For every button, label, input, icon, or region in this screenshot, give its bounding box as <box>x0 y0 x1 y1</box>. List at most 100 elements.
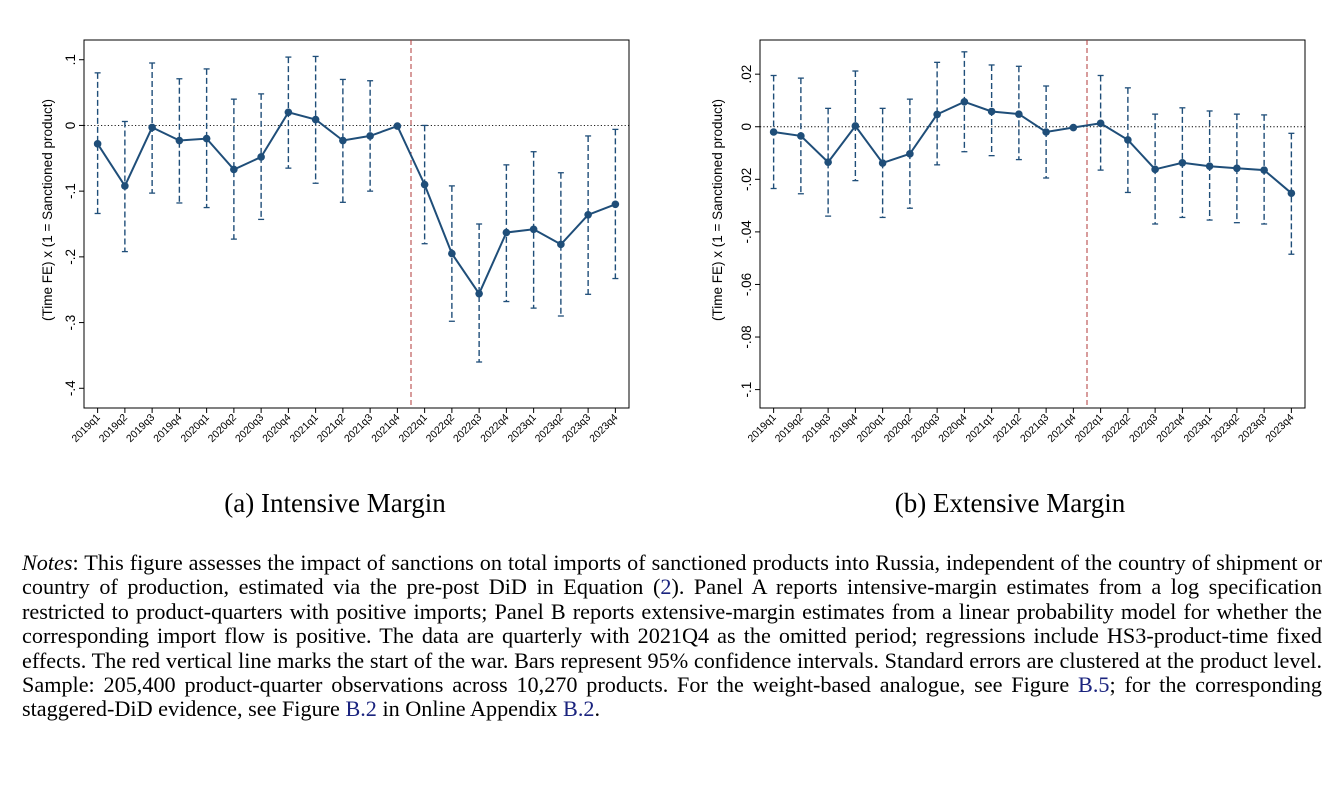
estimate-point <box>1151 165 1159 174</box>
x-tick-label: 2021q1 <box>287 412 320 445</box>
estimate-point <box>175 136 184 145</box>
plot-frame <box>83 39 630 409</box>
x-tick-label: 2021q4 <box>1045 412 1078 445</box>
notes-text-4: in Online Appendix <box>376 696 564 722</box>
x-tick-label: 2022q4 <box>478 412 511 445</box>
x-tick-label: 2022q1 <box>396 412 429 445</box>
estimate-point <box>987 107 996 116</box>
estimate-point <box>93 140 102 148</box>
x-tick-label: 2020q4 <box>936 412 969 445</box>
x-tick-label: 2019q2 <box>97 412 130 445</box>
x-tick-label: 2020q2 <box>882 412 915 445</box>
y-tick-label: -.08 <box>739 325 754 348</box>
y-tick-label: -.02 <box>739 168 754 191</box>
x-tick-label: 2020q2 <box>206 412 239 445</box>
x-tick-label: 2022q1 <box>1072 412 1105 445</box>
x-tick-label: 2023q4 <box>587 412 620 445</box>
x-tick-label: 2023q3 <box>560 412 593 445</box>
y-axis-title: (Time FE) x (1 = Sanctioned product) <box>710 99 725 321</box>
estimate-point <box>611 200 620 209</box>
x-tick-label: 2023q1 <box>1181 412 1214 445</box>
x-tick-label: 2019q3 <box>124 412 157 445</box>
x-tick-label: 2021q3 <box>1018 412 1051 445</box>
notes-text-2: ). Panel A reports intensive-margin esti… <box>22 574 1322 698</box>
estimate-point <box>502 228 511 237</box>
y-tick-label: -.4 <box>63 380 78 396</box>
x-tick-label: 2022q3 <box>451 412 484 445</box>
estimate-point <box>906 150 914 158</box>
x-tick-label: 2020q3 <box>909 412 942 445</box>
estimate-point <box>769 128 778 136</box>
x-tick-label: 2021q3 <box>342 412 375 445</box>
estimate-point <box>1233 164 1241 173</box>
estimate-point <box>257 153 265 161</box>
estimate-point <box>851 122 860 130</box>
estimate-point <box>1178 158 1187 167</box>
x-tick-label: 2020q3 <box>233 412 266 445</box>
estimate-point <box>366 132 374 140</box>
x-tick-label: 2022q2 <box>1100 412 1133 445</box>
estimate-point <box>584 211 592 219</box>
x-tick-label: 2021q2 <box>991 412 1024 445</box>
notes-text-1: : This figure assesses the impact of san… <box>22 550 1322 600</box>
figure-b2-ref-link[interactable]: B.2 <box>345 696 377 722</box>
x-tick-label: 2019q1 <box>69 412 102 445</box>
estimate-point <box>121 182 129 190</box>
y-tick-label: -.06 <box>739 273 754 296</box>
estimate-point <box>824 158 832 167</box>
estimate-point <box>1205 162 1214 170</box>
estimate-point <box>1096 119 1105 128</box>
estimate-point <box>148 123 156 132</box>
y-tick-label: -.1 <box>739 382 754 398</box>
y-tick-label: 0 <box>739 123 754 131</box>
estimate-point <box>1287 189 1296 198</box>
estimate-point <box>284 108 293 117</box>
estimate-point <box>202 134 211 143</box>
estimate-line <box>96 111 616 296</box>
plot-frame <box>759 39 1306 409</box>
y-tick-label: -.2 <box>63 249 78 265</box>
x-tick-label: 2022q3 <box>1127 412 1160 445</box>
x-tick-label: 2021q1 <box>963 412 996 445</box>
equation-ref-link[interactable]: 2 <box>660 574 672 600</box>
y-tick-label: -.3 <box>63 315 78 331</box>
estimate-point <box>420 180 429 189</box>
estimate-point <box>933 110 941 119</box>
x-tick-label: 2021q2 <box>315 412 348 445</box>
y-tick-label: -.1 <box>63 183 78 199</box>
y-tick-label: 0 <box>63 122 78 130</box>
x-tick-label: 2020q4 <box>260 412 293 445</box>
estimate-point <box>878 159 887 167</box>
x-tick-label: 2023q3 <box>1236 412 1269 445</box>
x-tick-label: 2022q4 <box>1154 412 1187 445</box>
x-tick-label: 2022q2 <box>424 412 457 445</box>
x-tick-label: 2021q4 <box>369 412 402 445</box>
x-tick-label: 2020q1 <box>178 412 211 445</box>
x-tick-label: 2019q2 <box>773 412 806 445</box>
x-tick-label: 2023q2 <box>533 412 566 445</box>
estimate-point <box>1069 123 1078 132</box>
estimate-point <box>393 122 402 130</box>
notes-text-3: ; for the corresponding staggered-DiD ev… <box>22 672 1323 722</box>
caption-panel-b: (b) Extensive Margin <box>894 488 1126 518</box>
appendix-b2-ref-link[interactable]: B.2 <box>563 696 595 722</box>
estimate-point <box>1015 110 1023 118</box>
estimate-point <box>448 249 456 258</box>
x-tick-label: 2019q4 <box>827 412 860 445</box>
estimate-point <box>557 240 565 249</box>
caption-panel-a: (a) Intensive Margin <box>224 488 446 518</box>
figure-b5-ref-link[interactable]: B.5 <box>1078 672 1110 698</box>
x-tick-label: 2020q1 <box>854 412 887 445</box>
estimate-point <box>311 115 320 124</box>
estimate-point <box>475 289 483 298</box>
y-axis-title: (Time FE) x (1 = Sanctioned product) <box>40 99 55 321</box>
estimate-point <box>797 132 805 140</box>
chart-extensive-margin: .02 0 -.02 -.04 -.06 -.08 -.1 (Time FE) x (1 = … <box>710 39 1306 445</box>
notes-label: Notes <box>22 550 73 575</box>
figure-notes: Notes: This figure assesses the impact o… <box>22 550 1323 722</box>
x-tick-label: 2019q1 <box>745 412 778 445</box>
y-tick-label: -.04 <box>739 220 754 244</box>
estimate-point <box>1042 128 1050 136</box>
estimate-point <box>1260 166 1268 174</box>
estimate-point <box>339 136 347 145</box>
